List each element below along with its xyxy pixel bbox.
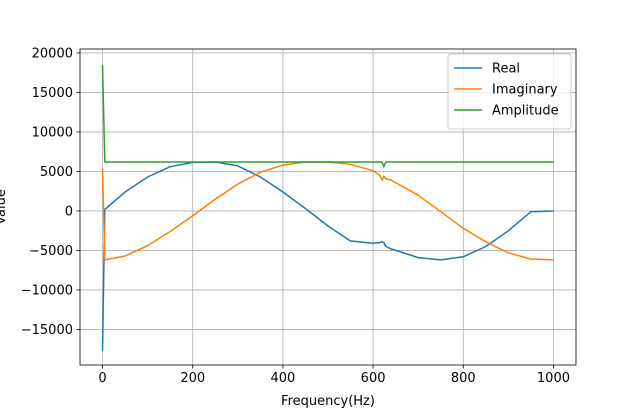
legend: Real Imaginary Amplitude (447, 53, 572, 130)
legend-label-real: Real (492, 62, 520, 77)
series-line-amplitude (101, 64, 554, 168)
y-tick-label: 15000 (32, 86, 73, 101)
legend-label-amplitude: Amplitude (492, 104, 559, 119)
x-tick-label: 800 (451, 371, 476, 386)
x-tick-label: 1000 (537, 371, 570, 386)
axis-ticks: 0 200 400 600 800 1000 −15000 −10000 −5000 0 5000 1… (21, 46, 570, 386)
series-lines (101, 64, 554, 351)
axes-frame (79, 48, 577, 366)
y-tick-label: −15000 (21, 323, 73, 338)
x-axis-label: Frequency(Hz) (281, 394, 375, 409)
series-line-imaginary (101, 161, 554, 261)
y-tick-label: 5000 (40, 165, 73, 180)
y-tick-label: −5000 (29, 244, 73, 259)
y-tick-label: 10000 (32, 125, 73, 140)
y-tick-label: 0 (65, 204, 73, 219)
y-axis-label: Value (0, 189, 9, 225)
grid-lines (80, 49, 576, 365)
y-tick-label: 20000 (32, 46, 73, 61)
series-line-real (101, 161, 554, 351)
x-tick-label: 0 (98, 371, 106, 386)
y-tick-label: −10000 (21, 283, 73, 298)
x-tick-label: 600 (361, 371, 386, 386)
x-tick-label: 400 (270, 371, 295, 386)
legend-label-imaginary: Imaginary (492, 83, 558, 98)
x-tick-label: 200 (180, 371, 205, 386)
